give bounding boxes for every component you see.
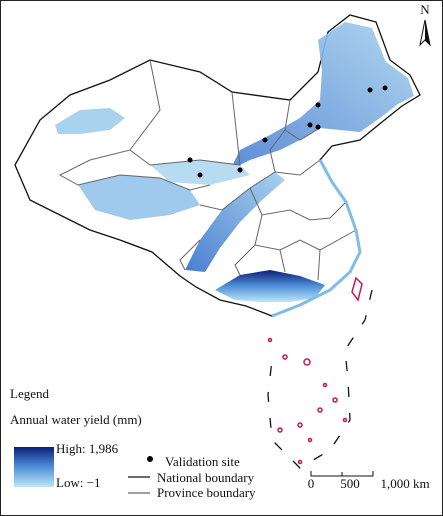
islands xyxy=(267,337,348,465)
coastline xyxy=(271,159,362,318)
legend-subtitle: Annual water yield (mm) xyxy=(10,412,142,427)
map-body xyxy=(14,14,421,469)
legend-site-symbol xyxy=(147,456,153,462)
north-arrow: N xyxy=(419,2,431,47)
region-qinghai xyxy=(78,175,200,220)
scale-label: 500 xyxy=(340,476,360,491)
legend-item: Province boundary xyxy=(157,485,256,500)
validation-sites xyxy=(187,85,388,178)
legend-item: National boundary xyxy=(157,470,255,485)
legend-high: High: 1,986 xyxy=(56,441,119,456)
legend-gradient xyxy=(14,447,54,487)
province-boundaries xyxy=(58,59,357,281)
taiwan xyxy=(351,276,363,302)
region-south xyxy=(215,270,325,302)
legend-item: Validation site xyxy=(165,454,240,469)
scale-label: 0 xyxy=(308,476,315,491)
scale-label: 1,000 km xyxy=(380,476,429,491)
region-northeast xyxy=(230,22,414,170)
scale-bar: 0 500 1,000 km xyxy=(308,471,430,491)
legend-title: Legend xyxy=(10,386,49,401)
legend-low: Low: −1 xyxy=(56,475,101,490)
north-label: N xyxy=(420,2,430,17)
legend: Legend Annual water yield (mm) High: 1,9… xyxy=(10,386,256,500)
region-southwest-band xyxy=(185,172,285,272)
region-xinjiang xyxy=(55,108,125,134)
